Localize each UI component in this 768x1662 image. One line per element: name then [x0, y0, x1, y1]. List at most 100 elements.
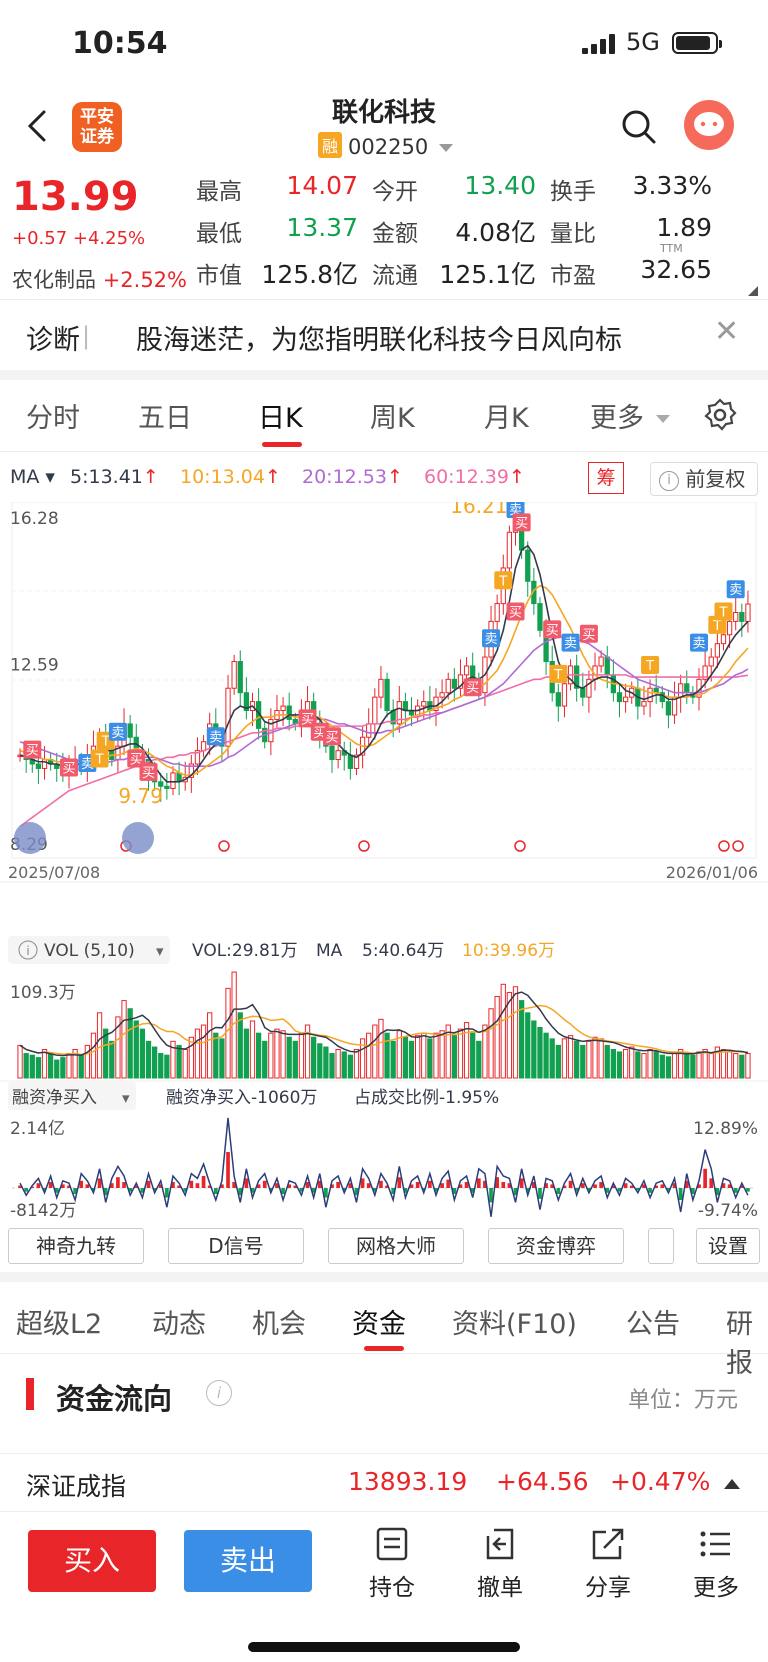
indicator-button-2[interactable]: 网格大师 [328, 1228, 464, 1264]
indicator-button-1[interactable]: D信号 [168, 1228, 304, 1264]
volume-bar [555, 1044, 561, 1079]
tab-1[interactable]: 五日 [138, 403, 192, 434]
vol-indicator-selector[interactable] [8, 936, 170, 964]
margin-financing-chart[interactable]: 融资净买入 ▾ 融资净买入-1060万 占成交比例-1.95% 2.14亿 -8142万 1… [0, 1080, 768, 1230]
vol-y-tick: 109.3万 [10, 983, 76, 1003]
financing-bar [195, 1183, 200, 1188]
volume-bar [402, 1036, 409, 1079]
tab-0[interactable]: 分时 [26, 403, 80, 434]
tab-3[interactable]: 周K [370, 403, 415, 434]
nav-tab-6[interactable]: 研报 [726, 1309, 753, 1379]
volume-bar [268, 1032, 274, 1079]
candle [745, 590, 751, 633]
volume-bar [170, 1040, 176, 1079]
adjust-mode-button[interactable]: i 前复权 [650, 462, 758, 496]
financing-bar [122, 1182, 126, 1188]
quote-label: 流通 [372, 263, 418, 289]
event-marker-icon [732, 840, 744, 852]
financing-bar [293, 1185, 298, 1188]
nav-tab-1[interactable]: 动态 [152, 1309, 206, 1340]
nav-tab-0[interactable]: 超级L2 [16, 1309, 103, 1340]
volume-bar [482, 1024, 488, 1079]
candle [653, 674, 659, 704]
ratio-y-top: 12.89% [693, 1119, 758, 1139]
volume-bar [317, 1043, 323, 1079]
volume-bar [237, 1012, 243, 1079]
nav-tab-3[interactable]: 资金 [352, 1309, 406, 1340]
financing-indicator-selector[interactable] [8, 1082, 136, 1110]
close-icon[interactable]: ✕ [714, 314, 740, 349]
nav-tab-2[interactable]: 机会 [252, 1309, 306, 1340]
holdings-button[interactable]: 持仓 [352, 1526, 432, 1602]
financing-bar [91, 1188, 96, 1191]
candle [598, 650, 604, 673]
vol-value: VOL:29.81万 [192, 941, 298, 961]
diagnosis-text: 股海迷茫，为您指明联化科技今日风向标 [136, 325, 622, 356]
volume-chart[interactable]: i VOL (5,10) ▾ VOL:29.81万 MA 5:40.64万 10:39.96… [0, 932, 768, 1082]
tab-2[interactable]: 日K [258, 403, 303, 434]
low-price-label: 9.79 [118, 784, 163, 808]
volume-bar [543, 1032, 549, 1079]
volume-bar [708, 1053, 714, 1079]
tab-5[interactable]: 更多 [590, 403, 644, 434]
kline-chart[interactable]: 16.2812.598.2916.219.792025/07/082026/01… [0, 502, 768, 942]
svg-text:T: T [101, 735, 110, 750]
expand-chart-icon[interactable] [14, 822, 46, 854]
share-button[interactable]: 分享 [568, 1526, 648, 1602]
stock-name: 联化科技 [331, 98, 436, 128]
home-indicator [248, 1642, 520, 1652]
share-icon [592, 1528, 624, 1560]
financing-bar [97, 1178, 102, 1188]
diagnosis-banner[interactable]: 诊断 | 股海迷茫，为您指明联化科技今日风向标 ✕ [0, 300, 768, 370]
buy-button[interactable]: 买入 [28, 1530, 156, 1592]
cancel-order-button[interactable]: 撤单 [460, 1526, 540, 1602]
fullscreen-icon[interactable] [122, 822, 154, 854]
svg-text:卖: 卖 [485, 632, 498, 647]
vol-ma5: 5:40.64万 [362, 941, 444, 961]
assistant-avatar[interactable] [684, 100, 734, 150]
sector-info[interactable]: 农化制品 +2.52% [12, 268, 187, 292]
current-price: 13.99 [12, 174, 139, 220]
financing-bar [428, 1180, 432, 1188]
financing-bar [562, 1185, 567, 1188]
tab-4[interactable]: 月K [484, 403, 529, 434]
price-change: +0.57 +4.25% [12, 228, 146, 249]
financing-bar [391, 1188, 396, 1194]
volume-bar [262, 1040, 268, 1079]
volume-bar [182, 1048, 188, 1079]
financing-bar [733, 1188, 738, 1193]
broker-logo[interactable]: 平安 证券 [72, 102, 122, 152]
indicator-button-3[interactable]: 资金博弈 [488, 1228, 624, 1264]
diagnosis-label: 诊断 [26, 325, 80, 356]
sell-button[interactable]: 卖出 [184, 1530, 312, 1592]
volume-bar [286, 1036, 292, 1079]
volume-bar [378, 1018, 384, 1079]
trade-signal-marker: 买 [323, 727, 342, 746]
back-icon[interactable] [22, 106, 52, 146]
index-ticker[interactable]: 深证成指 13893.19 +64.56 +0.47% [0, 1455, 768, 1511]
candle [378, 665, 384, 709]
volume-bar [121, 1000, 127, 1079]
volume-bar [347, 1054, 353, 1079]
indicator-button-5[interactable]: 设置 [696, 1228, 760, 1264]
chip-distribution-button[interactable]: 筹 [588, 462, 624, 494]
financing-bar [403, 1188, 408, 1193]
indicator-button-0[interactable]: 神奇九转 [8, 1228, 144, 1264]
nav-tab-5[interactable]: 公告 [626, 1309, 680, 1340]
indicator-button-4[interactable] [648, 1228, 674, 1264]
ma5-line [19, 544, 749, 783]
svg-text:买: 买 [26, 744, 39, 759]
gear-icon[interactable] [703, 398, 737, 432]
info-icon[interactable]: i [206, 1380, 232, 1406]
trade-signal-marker: 买 [139, 762, 158, 781]
volume-bar [158, 1053, 164, 1079]
search-icon[interactable] [620, 108, 658, 146]
more-button[interactable]: 更多 [676, 1526, 756, 1602]
financing-bar [103, 1188, 108, 1196]
ma-selector[interactable]: MA ▾ [10, 466, 55, 488]
volume-bar [335, 1048, 341, 1079]
nav-tab-4[interactable]: 资料(F10) [452, 1309, 577, 1340]
stock-code-selector[interactable]: 融 002250 [318, 132, 453, 159]
candle [739, 603, 745, 638]
candle [176, 761, 182, 796]
